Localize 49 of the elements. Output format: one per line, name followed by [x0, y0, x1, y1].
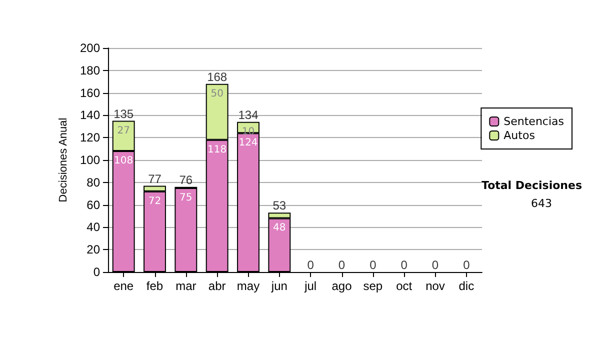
y-tick-label: 100	[80, 153, 100, 167]
data-label: 75	[180, 192, 192, 204]
y-tick-label: 40	[86, 220, 100, 234]
total-label: 0	[400, 258, 408, 272]
x-tick-label: ago	[332, 279, 352, 293]
text: 643	[531, 197, 552, 210]
total-label: 0	[432, 258, 439, 272]
legend-label: Autos	[504, 129, 536, 142]
x-tick-label: ene	[114, 279, 134, 293]
total-label: 0	[307, 258, 314, 272]
total-label: 77	[148, 172, 162, 186]
x-tick-label: sep	[363, 279, 383, 293]
x-tick-label: nov	[426, 279, 445, 293]
data-label: 48	[273, 222, 286, 234]
total-label: 0	[463, 258, 470, 272]
y-tick-label: 80	[86, 175, 100, 190]
x-tick-label: may	[236, 279, 260, 293]
y-tick-label: 180	[80, 63, 100, 78]
x-tick-label: mar	[176, 279, 196, 293]
y-tick-label: 160	[80, 86, 100, 100]
y-tick-label: 140	[80, 108, 100, 122]
data-label: 50	[210, 88, 224, 100]
y-tick-label: 20	[86, 242, 100, 257]
data-label: 124	[238, 138, 258, 149]
x-tick-label: jul	[304, 279, 317, 293]
x-tick-label: oct	[396, 279, 413, 293]
x-tick-label: feb	[146, 279, 164, 293]
total-label: 0	[370, 258, 377, 272]
x-tick-label: abr	[208, 279, 226, 293]
total-label: 168	[207, 70, 228, 84]
annotation: Total Decisiones	[482, 179, 582, 192]
y-axis-title: Decisiones Anual	[58, 118, 70, 202]
total-label: 134	[238, 108, 259, 122]
total-label: 76	[179, 172, 193, 187]
x-tick-label: jun	[270, 279, 288, 293]
x-tick-label: dic	[458, 279, 474, 293]
legend-label: Sentencias	[504, 115, 564, 128]
total-label: 53	[272, 198, 286, 213]
total-label: 135	[114, 106, 134, 121]
data-label: 27	[117, 125, 130, 136]
data-label: 118	[208, 144, 227, 156]
data-label: 72	[148, 196, 162, 207]
y-tick-label: 60	[86, 198, 100, 212]
total-label: 0	[338, 258, 346, 272]
y-tick-label: 120	[80, 130, 100, 145]
y-tick-label: 200	[80, 41, 100, 55]
data-label: 108	[114, 156, 134, 167]
data-label: 10	[242, 126, 255, 138]
y-tick-label: 0	[93, 265, 100, 279]
